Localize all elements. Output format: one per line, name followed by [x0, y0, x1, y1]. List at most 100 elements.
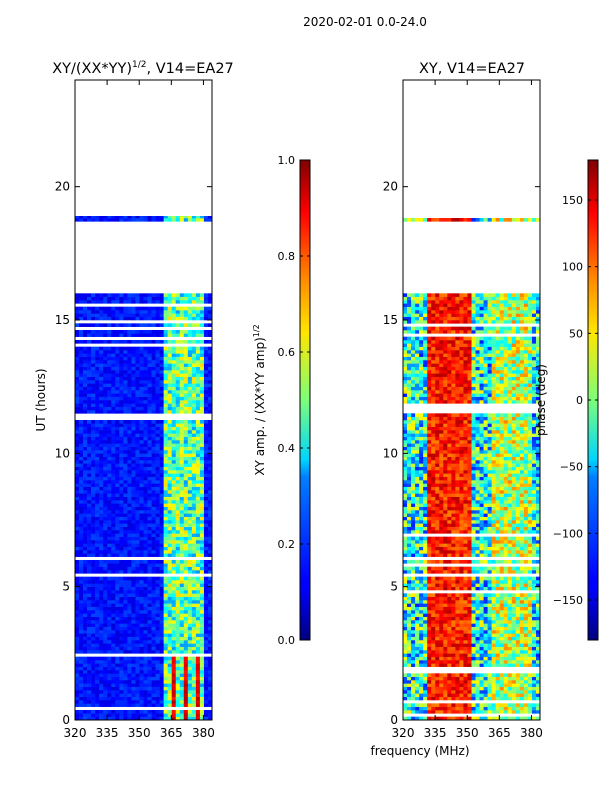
heatmap-cell	[187, 420, 193, 424]
heatmap-cell	[111, 516, 116, 521]
heatmap-cell	[175, 593, 181, 597]
heatmap-cell	[171, 566, 177, 571]
heatmap-cell	[207, 530, 213, 534]
heatmap-cell	[115, 490, 120, 494]
heatmap-cell	[99, 600, 104, 604]
heatmap-cell	[135, 293, 140, 297]
heatmap-cell	[123, 356, 128, 361]
heatmap-cell	[131, 313, 136, 317]
heatmap-cell	[407, 620, 412, 624]
heatmap-cell	[171, 450, 177, 454]
heatmap-cell	[83, 660, 88, 664]
heatmap-cell	[207, 426, 213, 431]
heatmap-cell	[487, 620, 492, 624]
heatmap-cell	[159, 693, 164, 697]
heatmap-cell	[99, 690, 104, 694]
heatmap-cell	[199, 506, 205, 511]
heatmap-cell	[139, 523, 144, 527]
heatmap-cell	[167, 610, 173, 614]
heatmap-cell	[75, 583, 80, 587]
heatmap-cell	[99, 433, 104, 437]
heatmap-cell	[143, 716, 148, 721]
heatmap-cell	[423, 663, 428, 667]
heatmap-cell	[99, 353, 104, 357]
heatmap-cell	[159, 306, 164, 311]
heatmap-cell	[451, 676, 456, 681]
colorbar-tick-label: 0.2	[278, 538, 296, 551]
heatmap-cell	[79, 433, 84, 437]
heatmap-cell	[99, 576, 104, 581]
heatmap-cell	[503, 626, 509, 631]
heatmap-cell	[175, 218, 181, 222]
heatmap-cell	[187, 660, 193, 664]
heatmap-cell	[179, 363, 185, 367]
heatmap-cell	[475, 673, 480, 677]
heatmap-cell	[111, 566, 116, 571]
heatmap-cell	[87, 420, 92, 424]
heatmap-cell	[183, 716, 189, 721]
heatmap-cell	[159, 340, 164, 344]
heatmap-cell	[151, 676, 156, 681]
heatmap-cell	[119, 540, 124, 544]
heatmap-cell	[515, 636, 521, 641]
heatmap-cell	[155, 643, 160, 647]
heatmap-cell	[507, 716, 513, 721]
heatmap-cell	[199, 313, 205, 317]
heatmap-cell	[107, 383, 112, 387]
heatmap-cell	[131, 296, 136, 301]
heatmap-cell	[483, 696, 488, 701]
x-tick-label: 365	[160, 726, 183, 740]
heatmap-cell	[475, 630, 480, 634]
heatmap-cell	[151, 673, 156, 677]
heatmap-cell	[415, 710, 420, 714]
heatmap-cell	[147, 583, 152, 587]
heatmap-cell	[195, 460, 201, 464]
heatmap-cell	[203, 476, 209, 481]
heatmap-cell	[163, 633, 168, 637]
heatmap-cell	[167, 600, 173, 604]
heatmap-cell	[95, 650, 100, 654]
heatmap-cell	[79, 636, 84, 641]
heatmap-cell	[483, 683, 488, 687]
heatmap-cell	[123, 423, 128, 427]
heatmap-cell	[99, 606, 104, 611]
heatmap-cell	[103, 396, 108, 401]
heatmap-cell	[75, 370, 80, 374]
heatmap-cell	[175, 373, 181, 377]
heatmap-cell	[115, 610, 120, 614]
heatmap-cell	[171, 470, 177, 474]
heatmap-cell	[207, 646, 213, 651]
heatmap-cell	[79, 560, 84, 564]
heatmap-cell	[119, 650, 124, 654]
heatmap-cell	[519, 673, 525, 677]
heatmap-cell	[159, 536, 164, 541]
heatmap-cell	[179, 646, 185, 651]
heatmap-cell	[171, 483, 177, 487]
heatmap-cell	[175, 393, 181, 397]
left-colorbar-label-sup: 1/2	[252, 324, 261, 337]
heatmap-cell	[103, 403, 108, 407]
heatmap-cell	[143, 516, 148, 521]
heatmap-cell	[483, 653, 488, 657]
heatmap-cell	[183, 510, 189, 514]
heatmap-cell	[195, 446, 201, 451]
heatmap-cell	[103, 666, 108, 671]
heatmap-cell	[75, 503, 80, 507]
heatmap-cell	[95, 710, 100, 714]
heatmap-cell	[435, 683, 440, 687]
heatmap-cell	[203, 356, 209, 361]
heatmap-cell	[407, 693, 412, 697]
heatmap-cell	[431, 710, 436, 714]
heatmap-cell	[127, 383, 132, 387]
heatmap-cell	[151, 310, 156, 314]
heatmap-cell	[163, 600, 168, 604]
heatmap-cell	[99, 330, 104, 334]
heatmap-cell	[155, 423, 160, 427]
heatmap-cell	[95, 646, 100, 651]
heatmap-cell	[135, 463, 140, 467]
heatmap-cell	[195, 690, 201, 694]
heatmap-cell	[443, 650, 448, 654]
heatmap-cell	[423, 656, 428, 661]
heatmap-cell	[111, 490, 116, 494]
heatmap-cell	[499, 663, 505, 667]
